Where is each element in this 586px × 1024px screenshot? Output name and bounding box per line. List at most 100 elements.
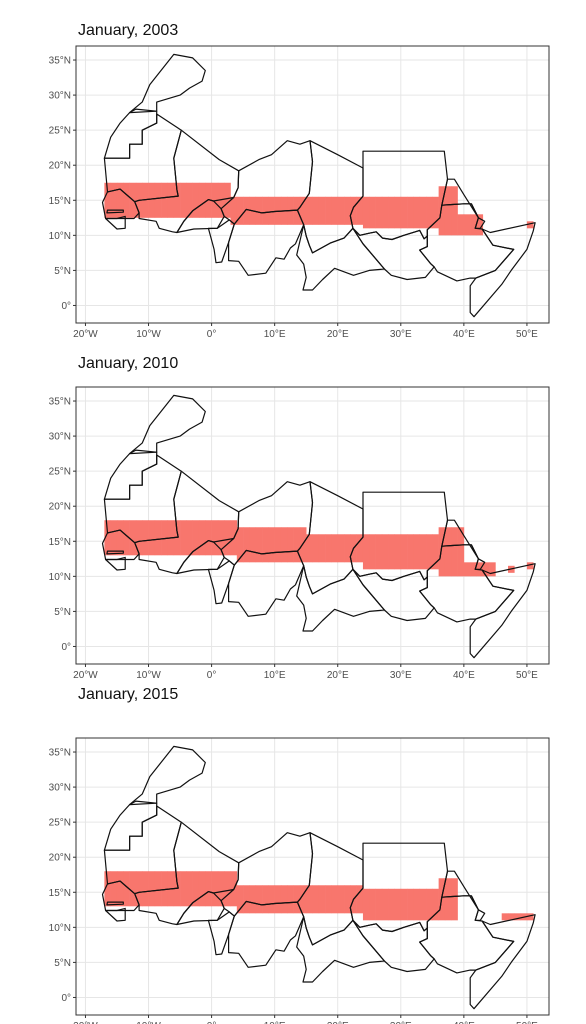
occurrence-cell: [142, 182, 149, 218]
occurrence-cell: [116, 182, 124, 218]
occurrence-cell: [457, 214, 465, 236]
x-tick-label: 0°: [207, 1021, 217, 1024]
country-outline: [207, 911, 235, 956]
occurrence-cell: [407, 534, 414, 570]
country-outline: [106, 209, 124, 214]
occurrence-cell: [444, 878, 452, 921]
occurrence-cell: [186, 182, 193, 218]
occurrence-cell: [356, 885, 364, 914]
occurrence-cell: [180, 182, 187, 218]
map-2010: 20°W 10°W 0° 10°E 20°E 30°E 40°E 50°E 35°N 30°N 25…: [49, 386, 550, 681]
occurrence-cell: [426, 196, 433, 229]
occurrence-cell: [400, 534, 408, 570]
occurrence-cell: [388, 534, 395, 570]
occurrence-cell: [198, 182, 206, 218]
x-tick-label: 0°: [207, 670, 217, 681]
map-panel-2003: January, 2003 20°W 10°W 0° 10°E 20°E 30°E 40°E…: [0, 0, 586, 341]
occurrence-cell: [142, 871, 149, 907]
occurrence-cell: [262, 527, 269, 563]
y-tick-label: 25°N: [49, 467, 71, 478]
occurrence-cell: [230, 196, 238, 225]
occurrence-cell: [268, 885, 275, 914]
occurrence-cell: [274, 885, 282, 914]
occurrence-cell: [400, 196, 408, 229]
occurrence-cell: [104, 520, 111, 556]
occurrence-cell: [413, 196, 421, 229]
occurrence-cell: [419, 196, 427, 229]
occurrence-cell: [217, 182, 225, 218]
country-outline: [129, 745, 206, 806]
occurrence-cell: [451, 527, 458, 577]
occurrence-cell: [312, 534, 320, 563]
occurrence-cell: [331, 534, 339, 563]
occurrence-cell: [463, 214, 471, 236]
occurrence-cell: [312, 885, 320, 914]
occurrence-cell: [362, 534, 370, 570]
x-tick-label: 10°E: [264, 1021, 286, 1024]
occurrence-cell: [142, 520, 149, 556]
x-tick-label: 10°E: [264, 670, 286, 681]
x-tick-label: 10°W: [136, 329, 161, 340]
occurrence-cell: [413, 888, 421, 921]
country-outline: [296, 565, 385, 632]
occurrence-cell: [249, 885, 257, 914]
x-tick-label: 20°W: [73, 1021, 98, 1024]
occurrence-cell: [116, 871, 124, 907]
occurrence-cell: [243, 885, 250, 914]
occurrence-cell: [318, 196, 326, 225]
occurrence-cell: [274, 527, 282, 563]
y-tick-label: 25°N: [49, 818, 71, 829]
occurrence-cell: [331, 196, 339, 225]
occurrence-cell: [224, 520, 231, 556]
occurrence-cell: [369, 196, 376, 229]
y-tick-label: 0°: [61, 993, 71, 1004]
occurrence-cell: [186, 871, 193, 907]
axes: 20°W 10°W 0° 10°E 20°E 30°E 40°E 50°E 35°N 30°N 25…: [49, 748, 538, 1024]
x-tick-label: 20°E: [327, 1021, 349, 1024]
y-tick-label: 35°N: [49, 748, 71, 759]
occurrence-cell: [299, 196, 307, 225]
occurrence-cell: [198, 871, 206, 907]
occurrence-cell: [508, 913, 515, 921]
occurrence-cell: [344, 534, 351, 563]
occurrence-cell: [325, 885, 332, 914]
occurrence-cell: [526, 913, 534, 921]
occurrence-cell: [280, 527, 288, 563]
country-outline: [106, 550, 124, 555]
occurrence-cell: [262, 196, 269, 225]
occurrence-cell: [306, 534, 313, 563]
occurrence-cell: [375, 888, 383, 921]
occurrence-cell: [161, 182, 168, 218]
occurrence-cell: [337, 196, 345, 225]
panel-title: January, 2015: [78, 686, 179, 703]
map-2003: 20°W 10°W 0° 10°E 20°E 30°E 40°E 50°E 35°N 30°N 25…: [49, 45, 550, 340]
occurrence-cell: [432, 888, 439, 921]
x-tick-label: 40°E: [453, 670, 475, 681]
occurrence-cell: [444, 186, 452, 236]
occurrence-cell: [356, 534, 364, 563]
country-outline: [176, 199, 225, 234]
occurrence-cell: [407, 196, 414, 229]
x-tick-label: 50°E: [516, 329, 538, 340]
x-tick-label: 40°E: [453, 1021, 475, 1024]
occurrence-cell: [526, 221, 534, 229]
occurrence-cell: [243, 527, 250, 563]
occurrence-cell: [161, 871, 168, 907]
country-outline: [469, 914, 536, 1010]
y-tick-label: 20°N: [49, 853, 71, 864]
country-outline: [228, 900, 305, 968]
country-outline: [296, 916, 385, 983]
occurrence-cell: [293, 885, 301, 914]
occurrence-cell: [381, 888, 389, 921]
occurrence-cell: [268, 527, 275, 563]
occurrence-cell: [123, 520, 130, 556]
y-tick-label: 0°: [61, 301, 71, 312]
x-tick-label: 30°E: [390, 670, 412, 681]
occurrence-cell: [388, 196, 395, 229]
occurrence-cell: [110, 520, 118, 556]
y-tick-label: 25°N: [49, 126, 71, 137]
country-outline: [207, 560, 235, 605]
x-tick-label: 20°W: [73, 670, 98, 681]
occurrence-cell: [148, 520, 156, 556]
occurrence-cell: [205, 871, 212, 907]
